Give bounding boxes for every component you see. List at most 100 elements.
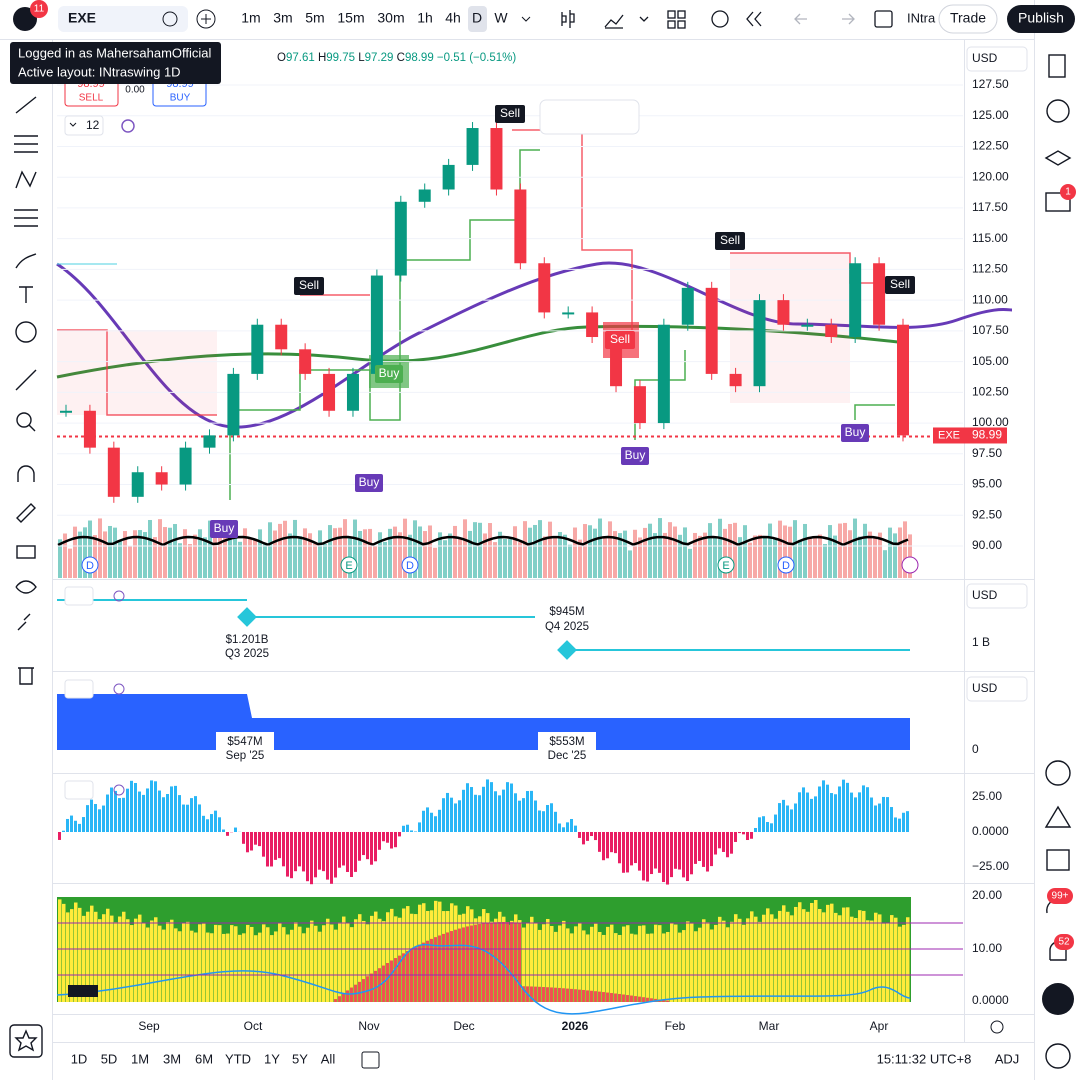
- event-marker[interactable]: [777, 556, 795, 574]
- refresh-icon[interactable]: [113, 683, 125, 695]
- osc-bar: [898, 818, 901, 832]
- interval[interactable]: 30m: [377, 10, 404, 26]
- osc-bar: [222, 829, 225, 832]
- adx-yellow: [802, 909, 806, 1002]
- adx-yellow: [706, 922, 710, 1002]
- adx-yellow: [230, 925, 234, 1002]
- currency[interactable]: USD: [972, 51, 998, 65]
- volume-bar: [628, 550, 632, 578]
- osc-bar: [550, 803, 553, 832]
- sell-signal: [605, 331, 635, 349]
- volume-bar: [238, 541, 242, 578]
- candle: [370, 275, 383, 374]
- drawing-tools[interactable]: [9, 96, 43, 1058]
- currency-select[interactable]: [966, 46, 1028, 72]
- interval[interactable]: 1h: [417, 10, 433, 26]
- osc-bar: [382, 832, 385, 842]
- range-button[interactable]: 1M: [131, 1051, 149, 1066]
- indicator-count[interactable]: 12: [86, 118, 100, 132]
- event-marker[interactable]: [717, 556, 735, 574]
- icon[interactable]: [121, 119, 135, 133]
- range-button[interactable]: YTD: [225, 1051, 251, 1066]
- adx-yellow: [634, 934, 638, 1002]
- buy-signal: [621, 447, 649, 465]
- adx-yellow: [358, 914, 362, 1002]
- interval[interactable]: 1m: [241, 10, 260, 26]
- osc-bar: [234, 827, 237, 832]
- symbol[interactable]: EXE: [68, 10, 96, 26]
- osc-bar: [710, 832, 713, 867]
- event-label[interactable]: D: [86, 560, 94, 572]
- adx-yellow: [850, 916, 854, 1002]
- adx-red: [334, 999, 337, 1002]
- refresh-icon[interactable]: [113, 590, 125, 602]
- candle: [107, 447, 120, 497]
- range-button[interactable]: 1Y: [264, 1051, 280, 1066]
- event-marker[interactable]: [81, 556, 99, 574]
- adx-yellow: [698, 927, 702, 1002]
- interval[interactable]: 4h: [445, 10, 461, 26]
- symbol-search[interactable]: [58, 6, 188, 32]
- currency[interactable]: USD: [972, 588, 998, 602]
- floating-toolbar[interactable]: [539, 99, 640, 135]
- event-marker[interactable]: [401, 556, 419, 574]
- trade-button[interactable]: [938, 4, 998, 34]
- currency[interactable]: USD: [972, 681, 998, 695]
- publish-button[interactable]: [1007, 5, 1075, 33]
- collapse-button[interactable]: [64, 586, 94, 606]
- interval[interactable]: 3m: [273, 10, 292, 26]
- axis-label: 25.00: [972, 789, 1002, 803]
- interval[interactable]: 5m: [305, 10, 324, 26]
- date-range-icon[interactable]: [361, 1051, 380, 1069]
- event-label[interactable]: E: [345, 560, 352, 572]
- add-symbol[interactable]: [196, 9, 216, 29]
- trade-label[interactable]: Trade: [950, 10, 986, 26]
- adjust[interactable]: ADJ: [995, 1051, 1020, 1066]
- adx-yellow: [730, 921, 734, 1002]
- indicator-toggle[interactable]: [64, 115, 104, 136]
- value: 98.99: [405, 52, 434, 64]
- range-button[interactable]: 5D: [101, 1051, 118, 1066]
- collapse-button[interactable]: [64, 679, 94, 699]
- adx-yellow: [586, 934, 590, 1002]
- publish-label[interactable]: Publish: [1018, 10, 1064, 26]
- currency-select[interactable]: [966, 583, 1028, 609]
- event-marker[interactable]: [340, 556, 358, 574]
- interval[interactable]: W: [494, 10, 508, 26]
- adx-yellow: [618, 934, 622, 1002]
- layout-name[interactable]: INtra: [907, 10, 936, 25]
- osc-bar: [878, 803, 881, 832]
- volume-ma: [57, 535, 909, 547]
- sell-label[interactable]: SELL: [79, 93, 104, 104]
- buy-label[interactable]: BUY: [170, 93, 191, 104]
- currency-select[interactable]: [966, 676, 1028, 702]
- event-label[interactable]: D: [782, 560, 790, 572]
- interval[interactable]: 15m: [337, 10, 364, 26]
- collapse-button[interactable]: [64, 780, 94, 800]
- badge-count: 99+: [1052, 891, 1069, 902]
- event-label[interactable]: D: [406, 560, 414, 572]
- osc-bar: [626, 832, 629, 873]
- apps-button[interactable]: [1042, 983, 1074, 1015]
- osc-bar: [58, 832, 61, 840]
- range-button[interactable]: 5Y: [292, 1051, 308, 1066]
- icon[interactable]: [162, 11, 178, 27]
- settings[interactable]: [990, 1020, 1004, 1034]
- range-button[interactable]: 3M: [163, 1051, 181, 1066]
- range-button[interactable]: 6M: [195, 1051, 213, 1066]
- interval[interactable]: D: [472, 10, 482, 26]
- price-tick-label: 120.00: [972, 169, 1009, 183]
- price-tick-label: 102.50: [972, 385, 1009, 399]
- value: 97.61: [286, 52, 315, 64]
- volume-bar: [863, 523, 867, 578]
- adx-red: [514, 922, 517, 1002]
- range-button[interactable]: All: [321, 1051, 336, 1066]
- event-marker[interactable]: [901, 556, 919, 574]
- volume-bar: [898, 527, 902, 578]
- event-label[interactable]: E: [722, 560, 729, 572]
- osc-bar: [866, 787, 869, 832]
- refresh-icon[interactable]: [113, 784, 125, 796]
- icon[interactable]: [521, 16, 531, 22]
- range-button[interactable]: 1D: [71, 1051, 88, 1066]
- volume-bar: [553, 536, 557, 578]
